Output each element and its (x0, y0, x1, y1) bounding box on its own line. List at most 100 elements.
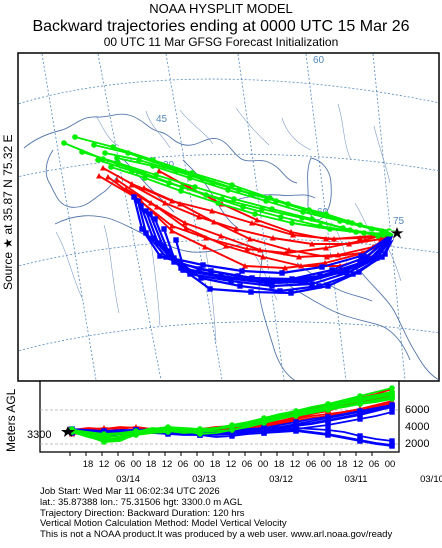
country-border (205, 251, 217, 343)
trajectory-marker (105, 174, 111, 180)
trajectory-marker (223, 243, 229, 249)
longitude-line (237, 54, 285, 380)
trajectory-marker (279, 270, 285, 276)
map-panel: 60 45 30 60 75 (17, 52, 440, 382)
trajectory-marker (229, 423, 235, 429)
trajectory-marker (319, 264, 325, 270)
trajectory-marker (363, 254, 369, 260)
time-tick-label: 18 (83, 459, 94, 470)
time-tick-label: 00 (131, 459, 142, 470)
trajectory-marker (389, 443, 395, 449)
trajectory-marker (285, 201, 291, 207)
trajectory-marker (141, 185, 147, 191)
trajectory-marker (323, 236, 329, 242)
trajectory-marker (324, 254, 330, 260)
trajectory-marker (309, 241, 315, 247)
trajectory-marker (357, 416, 363, 422)
trajectory-marker (154, 204, 160, 210)
job-start-line: Job Start: Wed Mar 11 06:02:34 UTC 2026 (40, 486, 220, 497)
trajectory-marker (152, 216, 158, 222)
trajectory-marker (239, 268, 245, 274)
time-tick-label: 06 (242, 459, 253, 470)
trajectory-marker (203, 192, 209, 198)
trajectory-marker (356, 269, 362, 275)
trajectory-marker (147, 211, 153, 217)
trajectory-marker (327, 226, 333, 232)
trajectory-marker (208, 268, 214, 274)
country-border (235, 107, 270, 146)
trajectory-marker (95, 157, 101, 163)
start-height-label: 3300 (27, 429, 51, 441)
trajectory-marker (293, 426, 299, 432)
trajectory-marker (231, 196, 237, 202)
trajectory-marker (79, 149, 85, 155)
trajectory-marker (337, 218, 343, 224)
trajectory-marker (244, 246, 250, 252)
trajectory-marker (249, 220, 255, 226)
country-border (281, 117, 312, 151)
vertical-method-line: Vertical Motion Calculation Method: Mode… (40, 518, 287, 530)
trajectory-marker (155, 240, 161, 246)
trajectory-marker (131, 194, 137, 200)
time-tick-label: 12 (290, 459, 301, 470)
trajectory-marker (296, 254, 302, 260)
longitude-line (372, 54, 406, 380)
trajectory-marker (298, 278, 304, 284)
trajectory-marker (125, 150, 131, 156)
blue-trajectory (173, 230, 398, 296)
trajectory-marker (165, 248, 171, 254)
time-tick-label: 00 (321, 459, 332, 470)
trajectory-marker (270, 235, 276, 241)
trajectory-marker (91, 142, 97, 148)
latitude-line (19, 78, 439, 105)
time-tick-label: 00 (385, 459, 396, 470)
trajectory-marker (192, 184, 198, 190)
trajectory-marker (303, 279, 309, 285)
time-tick-label: 06 (178, 459, 189, 470)
trajectory-marker (261, 426, 267, 432)
latitude-line (19, 321, 439, 352)
longitude-line (41, 54, 97, 380)
trajectory-marker (169, 228, 175, 234)
grid-label: 75 (393, 216, 405, 227)
direction-line: Trajectory Direction: Backward Duration:… (40, 507, 245, 519)
europe-coastline (23, 113, 298, 184)
trajectory-marker (218, 233, 224, 239)
caspian-coastline (307, 157, 332, 221)
trajectory-marker (139, 226, 145, 232)
green-trajectory-line (110, 166, 398, 235)
time-tick-label: 12 (99, 459, 110, 470)
trajectory-marker (289, 220, 295, 226)
trajectory-marker (183, 225, 189, 231)
trajectory-marker (72, 134, 78, 140)
time-tick-label: 18 (146, 459, 157, 470)
trajectory-marker (142, 175, 148, 181)
subtitle: 00 UTC 11 Mar GFSG Forecast Initializati… (104, 35, 339, 49)
trajectory-marker (288, 290, 294, 296)
trajectory-marker (96, 173, 102, 179)
blue-trajectory (135, 198, 398, 276)
country-border (95, 115, 120, 147)
longitude-line (165, 54, 223, 380)
grid-label: 60 (313, 55, 325, 66)
trajectory-marker (389, 409, 395, 415)
star-icon (61, 426, 75, 437)
trajectory-marker (316, 283, 322, 289)
trajectory-marker (178, 188, 184, 194)
trajectory-marker (361, 230, 367, 236)
trajectory-marker (325, 432, 331, 438)
trajectory-marker (269, 206, 275, 212)
trajectory-marker (357, 235, 363, 241)
borders (55, 103, 402, 343)
latitude-line (19, 153, 439, 177)
trajectory-marker (346, 241, 352, 247)
trajectory-marker (169, 223, 175, 229)
longitude-line (97, 54, 162, 380)
trajectory-marker (247, 236, 253, 242)
trajectory-marker (288, 229, 294, 235)
trajectory-marker (252, 211, 258, 217)
levant-coastline (258, 250, 296, 380)
trajectory-marker (153, 172, 159, 178)
trajectory-marker (129, 182, 135, 188)
